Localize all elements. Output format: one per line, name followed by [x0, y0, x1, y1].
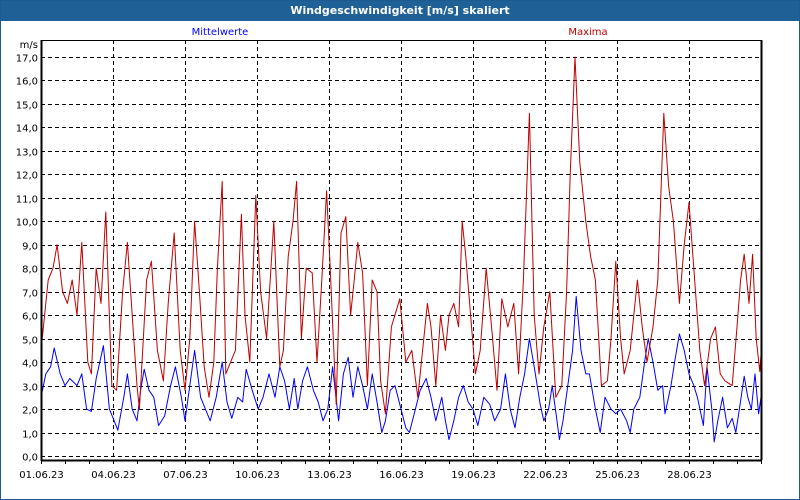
x-tick-label: 04.06.23 — [91, 470, 136, 481]
x-tick-label: 22.06.23 — [523, 470, 568, 481]
y-tick-label: 12,0 — [16, 171, 38, 182]
y-tick-label: 4,0 — [22, 359, 38, 370]
x-tick-label: 16.06.23 — [379, 470, 424, 481]
y-tick-label: 6,0 — [22, 312, 38, 323]
x-tick-label: 01.06.23 — [19, 470, 64, 481]
y-tick-label: 0,0 — [22, 453, 38, 464]
window-title: Windgeschwindigkeit [m/s] skaliert — [1, 1, 799, 21]
y-tick-label: 17,0 — [16, 54, 38, 65]
y-tick-label: 7,0 — [22, 289, 38, 300]
y-tick-label: 11,0 — [16, 195, 38, 206]
y-tick-label: 8,0 — [22, 265, 38, 276]
x-tick-label: 10.06.23 — [235, 470, 280, 481]
x-tick-label: 28.06.23 — [667, 470, 712, 481]
y-tick-label: 1,0 — [22, 430, 38, 441]
y-tick-label: 3,0 — [22, 383, 38, 394]
series-line-mittelwerte — [40, 295, 762, 443]
y-tick-label: 2,0 — [22, 406, 38, 417]
y-axis-unit: m/s — [20, 40, 38, 51]
x-tick-label: 25.06.23 — [595, 470, 640, 481]
y-tick-label: 15,0 — [16, 101, 38, 112]
legend-label-mittelwerte: Mittelwerte — [192, 27, 249, 38]
y-tick-label: 13,0 — [16, 148, 38, 159]
x-tick-label: 19.06.23 — [451, 470, 496, 481]
y-tick-label: 5,0 — [22, 336, 38, 347]
x-tick-label: 13.06.23 — [307, 470, 352, 481]
series-line-maxima — [40, 56, 762, 415]
legend-label-maxima: Maxima — [568, 27, 607, 38]
x-tick-label: 07.06.23 — [163, 470, 208, 481]
y-tick-label: 10,0 — [16, 218, 38, 229]
y-tick-label: 14,0 — [16, 124, 38, 135]
y-tick-label: 9,0 — [22, 242, 38, 253]
y-tick-label: 16,0 — [16, 77, 38, 88]
